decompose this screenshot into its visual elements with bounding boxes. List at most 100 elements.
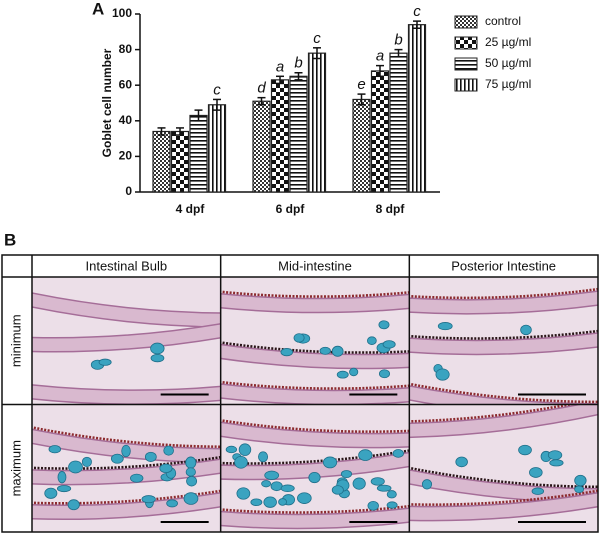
pigment <box>220 419 410 433</box>
tissue-band <box>32 322 221 353</box>
y-tick-label: 20 <box>119 149 133 163</box>
annotation: c <box>313 30 321 47</box>
tissue-band <box>32 292 221 328</box>
bar <box>370 70 390 193</box>
goblet-cell <box>56 485 72 493</box>
error-bar <box>276 75 284 85</box>
panel-label: B <box>4 230 16 249</box>
y-tick-label: 80 <box>119 42 133 56</box>
legend-label: control <box>485 14 521 28</box>
goblet-cell <box>159 463 173 474</box>
bar <box>352 98 371 193</box>
goblet-cell <box>141 495 156 504</box>
goblet-cell <box>98 358 112 366</box>
goblet-cell <box>358 449 373 461</box>
goblet-cell <box>48 445 62 454</box>
goblet-cell <box>130 473 144 483</box>
goblet-cell <box>386 501 398 509</box>
goblet-cell <box>121 444 131 458</box>
error-bar <box>294 71 303 81</box>
panel-label: A <box>92 0 104 18</box>
pigment <box>409 489 599 506</box>
goblet-cell <box>378 320 390 330</box>
goblet-cell <box>319 346 331 355</box>
goblet-cell <box>547 450 563 461</box>
goblet-cell <box>163 445 174 456</box>
column-header: Mid-intestine <box>278 258 352 273</box>
error-bar <box>413 20 421 29</box>
bar <box>289 75 308 193</box>
goblet-cell <box>340 470 353 478</box>
annotation: c <box>213 81 221 98</box>
goblet-cell <box>376 484 392 492</box>
pigment <box>32 455 221 470</box>
pigment <box>409 287 599 300</box>
tissue-band <box>220 421 410 449</box>
pigment <box>220 341 410 354</box>
tissue-band <box>32 492 221 521</box>
annotation: a <box>276 58 284 75</box>
annotation: a <box>376 48 384 65</box>
tissue-band <box>409 332 599 356</box>
goblet-cell <box>68 460 83 474</box>
error-bar <box>357 93 366 106</box>
error-bar <box>194 109 203 122</box>
micrograph <box>32 277 221 405</box>
column-header: Intestinal Bulb <box>85 258 167 273</box>
goblet-cell <box>186 475 198 487</box>
legend-swatch <box>454 36 478 50</box>
goblet-cell <box>531 487 545 495</box>
legend-swatch <box>454 78 478 92</box>
goblet-cell <box>144 451 157 462</box>
y-axis-label: Goblet cell number <box>100 48 114 157</box>
goblet-cell <box>44 487 58 499</box>
annotation: c <box>413 3 421 20</box>
goblet-cell <box>308 471 321 484</box>
tissue-band <box>409 385 599 405</box>
goblet-cell <box>293 333 305 343</box>
column-header: Posterior Intestine <box>451 258 556 273</box>
goblet-cell <box>378 369 391 379</box>
bar <box>152 130 171 193</box>
pigment <box>220 380 410 390</box>
bar <box>407 24 427 193</box>
bar <box>189 114 208 193</box>
pigment <box>409 329 599 340</box>
row-header: maximum <box>8 440 23 496</box>
legend-swatch <box>454 57 478 71</box>
goblet-cell <box>263 496 277 508</box>
goblet-cell <box>518 444 532 456</box>
goblet-cell <box>166 499 178 508</box>
error-bar <box>157 127 166 136</box>
goblet-cell <box>238 443 252 456</box>
goblet-cell <box>367 500 379 511</box>
grid-border <box>1 254 599 533</box>
goblet-cell <box>57 471 67 484</box>
goblet-cell <box>110 453 124 464</box>
tissue-band <box>409 290 599 315</box>
goblet-cell <box>574 474 587 487</box>
goblet-cell <box>349 367 359 377</box>
error-bar <box>257 96 266 106</box>
micrograph <box>220 277 410 405</box>
pigment <box>32 489 221 505</box>
goblet-cell <box>234 456 248 469</box>
goblet-cell <box>529 467 543 478</box>
goblet-cell <box>81 456 92 468</box>
goblet-cell <box>336 370 349 379</box>
goblet-cell <box>421 479 433 490</box>
micrograph <box>220 404 410 532</box>
bar <box>270 79 290 193</box>
y-tick-label: 0 <box>125 184 132 198</box>
tissue-band <box>409 491 599 522</box>
goblet-cell <box>264 470 280 480</box>
goblet-cell <box>185 467 196 477</box>
goblet-cell <box>185 456 197 469</box>
x-tick-label: 8 dpf <box>376 202 406 216</box>
goblet-cell <box>352 477 366 490</box>
error-bar <box>213 98 221 111</box>
pigment <box>32 426 221 448</box>
legend-label: 50 µg/ml <box>485 56 531 70</box>
pigment <box>409 404 576 423</box>
